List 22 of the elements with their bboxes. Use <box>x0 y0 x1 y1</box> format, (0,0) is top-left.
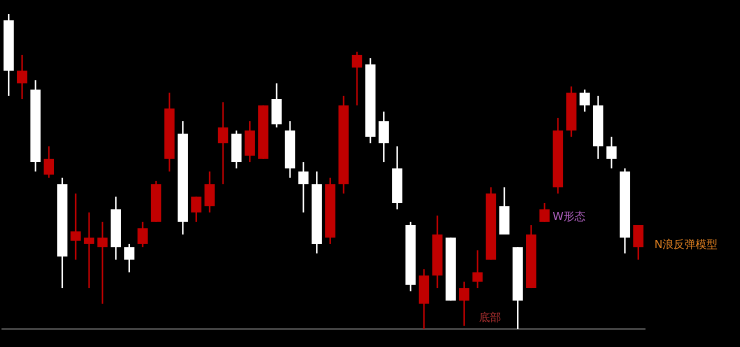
candlestick <box>124 243 134 274</box>
candlestick <box>459 281 470 327</box>
candlestick <box>352 51 362 106</box>
candlestick <box>580 88 590 112</box>
candlestick <box>204 170 215 214</box>
candlestick <box>84 212 94 289</box>
candlestick <box>378 110 389 163</box>
candlestick <box>218 101 228 185</box>
text: N浪反弹模型 <box>654 238 718 251</box>
candlestick <box>16 54 28 100</box>
candlestick <box>44 146 54 179</box>
annotation: W形态 <box>552 210 586 223</box>
candlestick <box>539 202 550 223</box>
annotation: 底部 <box>479 310 501 324</box>
candlestick <box>298 161 309 214</box>
candlestick <box>138 221 148 248</box>
candlestick <box>606 136 617 170</box>
candlestick <box>70 192 81 260</box>
candlestick <box>191 196 202 223</box>
candlestick <box>633 224 644 260</box>
candlestick <box>472 250 483 289</box>
candlestick <box>97 221 108 305</box>
